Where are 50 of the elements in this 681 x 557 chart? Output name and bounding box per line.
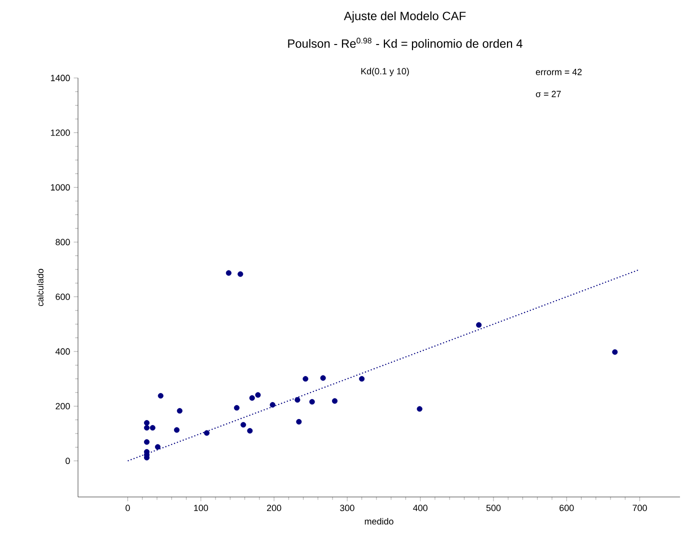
point [226, 270, 232, 276]
point [296, 418, 302, 425]
text: errorm = 42 [536, 68, 582, 76]
y-tick-label: 1400 [50, 74, 70, 82]
point [240, 422, 246, 428]
text: Kd(0.1 y 10) [361, 68, 409, 76]
x-tick-label: 0 [126, 504, 130, 512]
point [144, 420, 150, 426]
x-tick-label: 300 [340, 504, 354, 512]
point [176, 408, 182, 414]
annotation: σ = 27 [536, 90, 561, 98]
y-tick-label: 1000 [50, 184, 70, 191]
y-tick-label: 400 [55, 348, 70, 355]
x-tick-label: 100 [194, 504, 208, 512]
x-tick-label: 600 [560, 504, 574, 512]
point [359, 376, 365, 382]
x-axis-title: medido [364, 518, 394, 525]
x-tick-label: 700 [632, 504, 647, 512]
point [612, 349, 618, 355]
point [158, 393, 164, 399]
point [249, 395, 255, 401]
point [144, 439, 150, 445]
chart-subtitle: Poulson - Re$^{0.98}$ - Kd = polinomio de orden 4 [288, 38, 522, 50]
point [238, 271, 244, 277]
point [144, 425, 150, 431]
point [294, 397, 300, 403]
point [255, 392, 261, 398]
point [234, 405, 240, 411]
x-tick-label: 200 [267, 504, 282, 512]
y-axis-title: calculado [36, 268, 44, 306]
point [302, 376, 308, 382]
point [270, 402, 276, 408]
point [332, 398, 338, 404]
x-tick-label: 500 [486, 504, 501, 512]
point [174, 427, 180, 433]
y-tick-label: 0 [66, 458, 70, 464]
point [416, 406, 422, 412]
y-tick-label: 200 [56, 403, 70, 410]
point [247, 428, 253, 434]
y-tick-label: 1200 [50, 130, 70, 136]
chart-title: Ajuste del Modelo CAF [344, 11, 466, 23]
point [309, 399, 315, 405]
y-tick-label: 800 [56, 238, 70, 246]
point [204, 430, 210, 436]
point [476, 322, 482, 328]
point [320, 375, 326, 381]
y-tick-label: 600 [56, 294, 70, 300]
x-tick-label: 400 [413, 504, 428, 512]
point [150, 425, 156, 431]
point [154, 444, 161, 450]
